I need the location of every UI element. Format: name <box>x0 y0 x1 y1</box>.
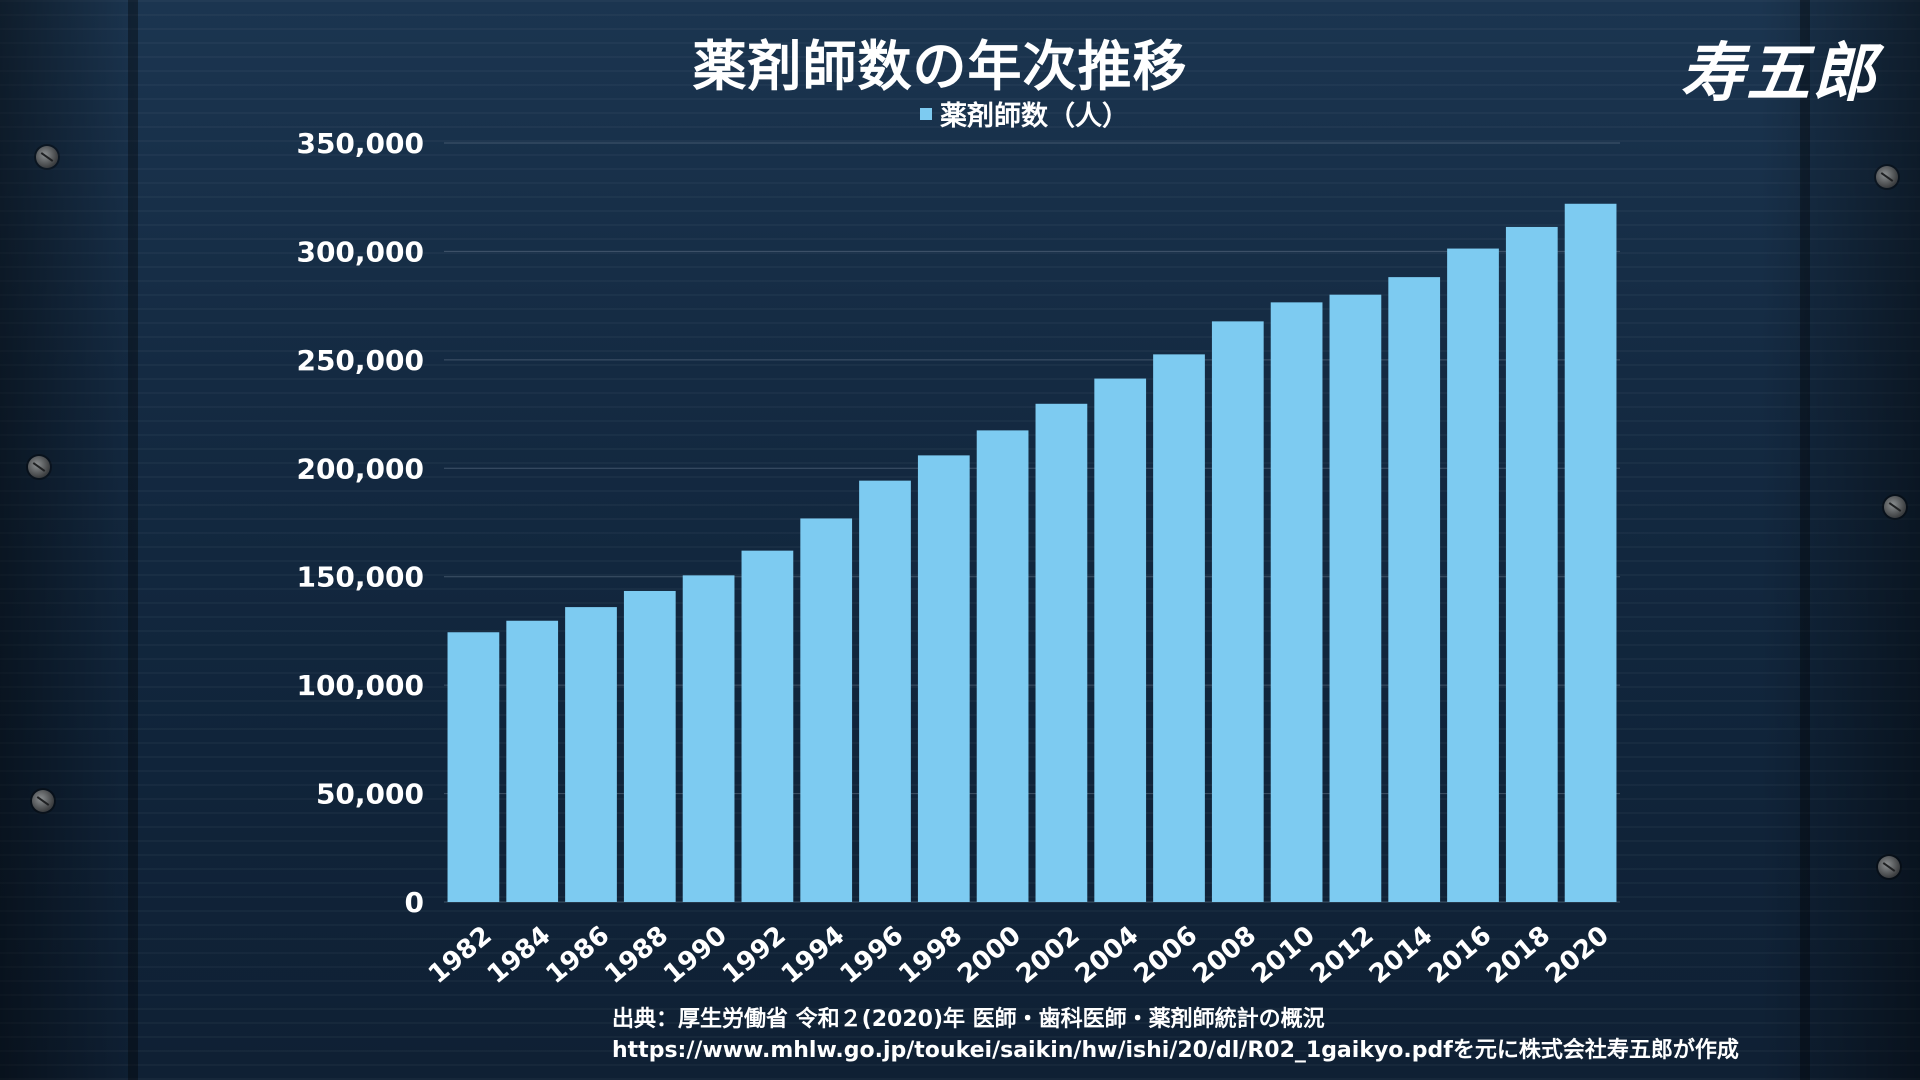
x-tick-label: 2006 <box>1129 920 1204 990</box>
x-tick-label: 1994 <box>776 920 851 990</box>
bar <box>859 480 911 902</box>
bar <box>1035 403 1088 902</box>
screw-icon <box>36 146 58 168</box>
bar <box>1211 321 1264 903</box>
y-tick-label: 100,000 <box>296 669 424 702</box>
x-tick-label: 1998 <box>893 920 968 990</box>
x-tick-label: 2004 <box>1070 920 1145 990</box>
x-tick-label: 2018 <box>1481 920 1556 990</box>
source-note: 出典：厚生労働省 令和２(2020)年 医師・歯科医師・薬剤師統計の概況 htt… <box>612 1004 1739 1066</box>
bar <box>565 607 617 902</box>
x-tick-label: 2012 <box>1305 920 1380 990</box>
brand-logo: 寿五郎 <box>1680 36 1878 111</box>
bar <box>1153 354 1205 903</box>
y-tick-label: 50,000 <box>316 778 424 811</box>
bar <box>800 518 853 902</box>
x-tick-label: 2014 <box>1364 920 1439 990</box>
x-tick-label: 2000 <box>952 920 1027 990</box>
x-tick-label: 1996 <box>835 920 910 990</box>
plank-divider-right <box>1800 0 1810 1080</box>
x-tick-label: 2016 <box>1423 920 1498 990</box>
bar <box>506 620 559 902</box>
chart-title: 薬剤師数の年次推移 <box>692 35 1188 98</box>
legend-swatch <box>920 107 932 120</box>
plank-divider-left <box>128 0 138 1080</box>
screw-icon <box>28 456 50 478</box>
bar <box>1447 248 1499 902</box>
x-tick-label: 2008 <box>1187 920 1262 990</box>
bar <box>1270 302 1323 902</box>
screw-icon <box>1884 496 1906 518</box>
bar <box>976 430 1029 902</box>
x-tick-label: 1984 <box>482 920 557 990</box>
bar-chart: 0 50,000 100,000 150,000 200,000 250,000 300,0… <box>296 127 1620 990</box>
y-tick-label: 300,000 <box>296 235 424 268</box>
bar <box>1505 226 1558 902</box>
x-tick-label: 1990 <box>658 920 733 990</box>
bar <box>1329 294 1382 902</box>
x-tick-label: 1988 <box>599 920 674 990</box>
screw-icon <box>1876 166 1898 188</box>
x-tick-label: 1986 <box>541 920 616 990</box>
x-tick-label: 1982 <box>423 920 498 990</box>
y-tick-label: 350,000 <box>296 127 424 160</box>
bar <box>623 590 676 902</box>
bar <box>917 455 970 902</box>
bar <box>741 550 794 902</box>
x-tick-label: 2020 <box>1540 920 1615 990</box>
x-tick-label: 2010 <box>1246 920 1321 990</box>
bar <box>1564 203 1617 902</box>
x-tick-label: 1992 <box>717 920 792 990</box>
bar <box>447 632 500 902</box>
y-tick-label: 0 <box>405 886 424 919</box>
x-tick-label: 2002 <box>1011 920 1086 990</box>
y-tick-label: 200,000 <box>296 452 424 485</box>
source-line-2: https://www.mhlw.go.jp/toukei/saikin/hw/… <box>612 1038 1739 1063</box>
screw-icon <box>1878 856 1900 878</box>
bar <box>1094 378 1147 902</box>
chart-legend: 薬剤師数（人） <box>920 94 1129 133</box>
legend-label: 薬剤師数（人） <box>940 101 1129 132</box>
y-tick-label: 250,000 <box>296 344 424 377</box>
bar <box>1388 277 1441 902</box>
source-line-1: 出典：厚生労働省 令和２(2020)年 医師・歯科医師・薬剤師統計の概況 <box>612 1007 1325 1032</box>
bar <box>682 575 735 902</box>
y-tick-label: 150,000 <box>296 561 424 594</box>
screw-icon <box>32 790 54 812</box>
